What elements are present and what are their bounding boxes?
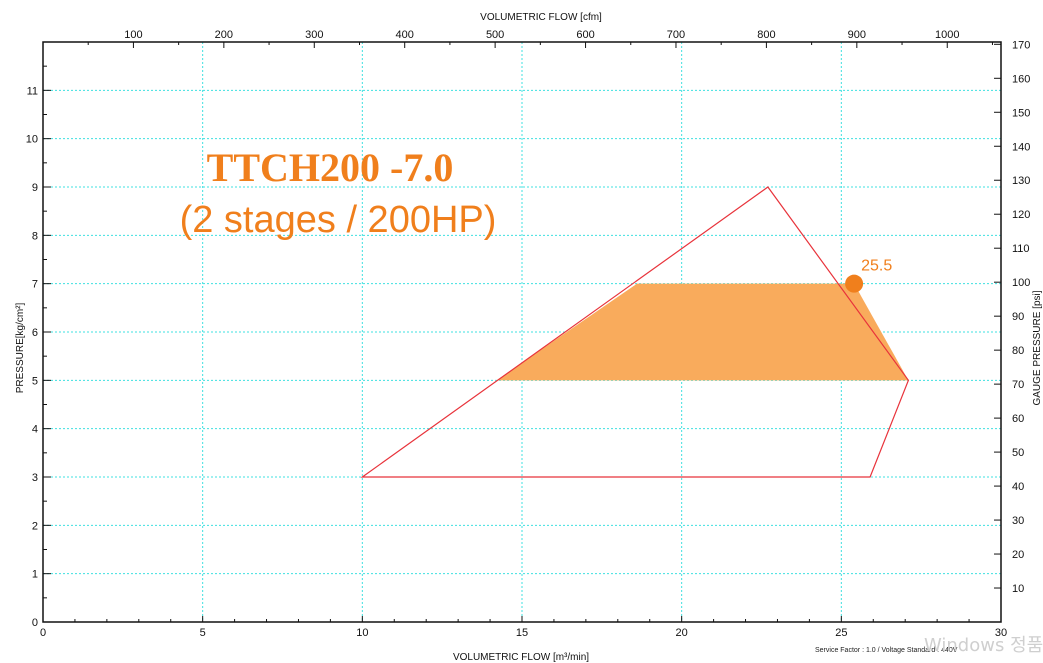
y-tick-label: 1 [32,569,38,581]
envelope-polygon [360,186,910,478]
x2-tick-label: 1000 [935,29,959,41]
y2-axis-title: GAUGE PRESSURE [psi] [1032,290,1043,405]
shaded-operating-region [496,283,909,381]
operating-point-label: 25.5 [861,258,892,275]
y2-tick-label: 50 [1012,447,1024,459]
x2-tick-label: 100 [124,29,142,41]
x-tick-label: 15 [516,627,528,639]
x2-tick-label: 900 [848,29,866,41]
windows-watermark: Windows 정품 [924,635,1043,656]
y-tick-label: 2 [32,520,38,532]
y-tick-label: 0 [32,617,38,629]
y2-tick-label: 170 [1012,39,1030,51]
y-tick-label: 7 [32,279,38,291]
y2-tick-label: 70 [1012,379,1024,391]
x-tick-label: 25 [835,627,847,639]
y2-tick-label: 80 [1012,345,1024,357]
x-axis-title: VOLUMETRIC FLOW [m³/min] [453,652,589,663]
x2-axis-title: VOLUMETRIC FLOW [cfm] [480,12,602,23]
x-tick-label: 30 [995,627,1007,639]
shaded-region-polygon [496,283,909,381]
y-tick-label: 4 [32,424,38,436]
y-tick-label: 5 [32,375,38,387]
operating-point-marker [845,274,864,293]
x2-tick-label: 800 [757,29,775,41]
y2-tick-label: 150 [1012,107,1030,119]
y-tick-label: 6 [32,327,38,339]
chart-title: TTCH200 -7.0 [207,145,454,190]
x2-tick-label: 700 [667,29,685,41]
x-tick-label: 5 [200,627,206,639]
y-axis-title: PRESSURE[kg/cm²] [15,302,26,393]
operating-envelope [360,186,910,478]
x2-tick-label: 300 [305,29,323,41]
y2-tick-label: 140 [1012,141,1030,153]
x2-tick-label: 200 [215,29,233,41]
y-tick-label: 9 [32,182,38,194]
chart-subtitle: (2 stages / 200HP) [180,199,497,241]
y2-tick-label: 130 [1012,175,1030,187]
x-tick-label: 20 [676,627,688,639]
y2-tick-label: 160 [1012,73,1030,85]
y2-tick-label: 110 [1012,243,1030,255]
x2-tick-label: 600 [576,29,594,41]
y2-tick-label: 30 [1012,515,1024,527]
y-tick-label: 10 [26,134,38,146]
y2-tick-label: 100 [1012,277,1030,289]
y-tick-label: 8 [32,230,38,242]
y-tick-label: 11 [27,85,38,97]
x-tick-label: 10 [356,627,368,639]
y2-tick-label: 60 [1012,413,1024,425]
ticks-layer [42,42,1002,622]
x-tick-label: 0 [40,627,46,639]
y-tick-label: 3 [32,472,38,484]
x2-tick-label: 500 [486,29,504,41]
footnote-line1: Service Factor : 1.0 / Voltage Standard … [815,647,958,654]
y2-tick-label: 120 [1012,209,1030,221]
y2-tick-label: 20 [1012,549,1024,561]
y2-tick-label: 10 [1012,583,1024,595]
y2-tick-label: 40 [1012,481,1024,493]
y2-tick-label: 90 [1012,311,1024,323]
operating-point-layer: 25.5 [845,258,892,293]
x2-tick-label: 400 [396,29,414,41]
